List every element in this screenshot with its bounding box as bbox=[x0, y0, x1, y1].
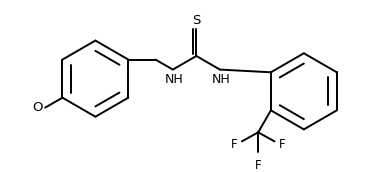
Text: NH: NH bbox=[211, 73, 230, 86]
Text: S: S bbox=[192, 14, 201, 27]
Text: NH: NH bbox=[164, 73, 183, 86]
Text: O: O bbox=[32, 101, 42, 114]
Text: F: F bbox=[279, 138, 286, 151]
Text: F: F bbox=[255, 159, 261, 172]
Text: F: F bbox=[231, 138, 237, 151]
